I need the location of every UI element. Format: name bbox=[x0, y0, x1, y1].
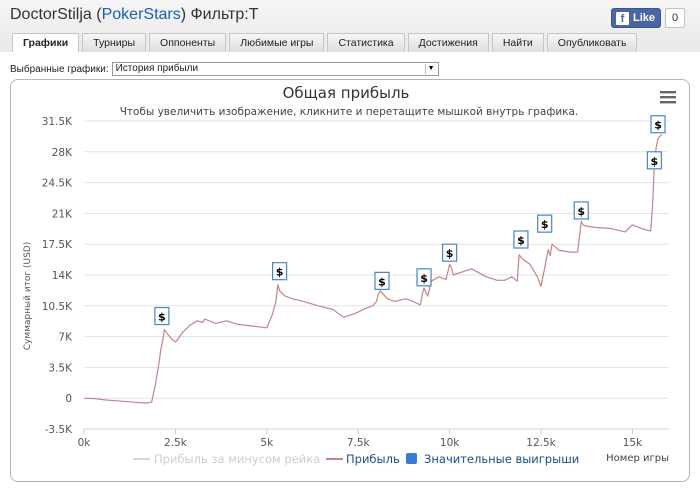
chart-title: Общая прибыль bbox=[283, 84, 410, 102]
x-tick-label: 5k bbox=[260, 437, 274, 449]
y-tick-label: 0 bbox=[65, 393, 72, 405]
tab-tournaments[interactable]: Турниры bbox=[82, 33, 147, 52]
legend-profit[interactable]: Прибыль bbox=[346, 452, 400, 466]
tab-find[interactable]: Найти bbox=[491, 33, 544, 52]
site-link[interactable]: PokerStars bbox=[101, 6, 181, 23]
big-win-flag[interactable]: $ bbox=[154, 306, 170, 326]
like-count: 0 bbox=[665, 8, 686, 28]
y-tick-label: 3.5K bbox=[48, 362, 73, 374]
svg-text:$: $ bbox=[577, 205, 585, 218]
y-tick-label: 14K bbox=[52, 270, 73, 282]
svg-text:$: $ bbox=[420, 272, 428, 285]
y-tick-label: 28K bbox=[52, 147, 73, 159]
tab-favorite-games[interactable]: Любимые игры bbox=[229, 33, 325, 52]
profit-series-line[interactable] bbox=[83, 133, 663, 404]
legend-wins-swatch bbox=[406, 453, 417, 464]
legend-wins[interactable]: Значительные выигрыши bbox=[424, 452, 579, 466]
svg-text:$: $ bbox=[517, 234, 525, 247]
chart-legend: Прибыль за минусом рейка Прибыль Значите… bbox=[133, 452, 579, 466]
y-tick-label: 17.5K bbox=[42, 239, 73, 251]
facebook-icon: f bbox=[616, 11, 629, 25]
chart-select-value: История прибыли bbox=[115, 63, 199, 74]
chevron-down-icon[interactable]: ▼ bbox=[424, 64, 437, 74]
x-tick-label: 15k bbox=[623, 437, 643, 449]
facebook-like: f Like 0 bbox=[611, 8, 686, 28]
chart-select[interactable]: История прибыли ▼ bbox=[111, 62, 439, 76]
y-tick-label: 21K bbox=[52, 208, 73, 220]
top-bar: DoctorStilja (PokerStars) Фильтр:Т f Lik… bbox=[0, 0, 700, 52]
svg-text:$: $ bbox=[276, 266, 284, 279]
player-name: DoctorStilja bbox=[10, 6, 92, 23]
svg-text:$: $ bbox=[654, 119, 662, 132]
y-tick-label: 7K bbox=[58, 332, 73, 344]
y-tick-label: -3.5K bbox=[45, 424, 73, 436]
tab-charts[interactable]: Графики bbox=[12, 33, 80, 52]
svg-text:$: $ bbox=[158, 311, 166, 324]
filter-label: Фильтр:Т bbox=[190, 6, 259, 23]
svg-text:$: $ bbox=[446, 247, 454, 260]
big-win-flag[interactable]: $ bbox=[272, 262, 288, 281]
y-tick-label: 31.5K bbox=[42, 116, 73, 128]
x-tick-label: 7.5k bbox=[347, 437, 371, 449]
big-win-flag[interactable]: $ bbox=[646, 151, 662, 170]
facebook-like-button[interactable]: f Like bbox=[611, 8, 662, 28]
big-win-flag[interactable]: $ bbox=[442, 243, 458, 262]
like-label: Like bbox=[633, 12, 656, 24]
y-tick-label: 24.5K bbox=[42, 178, 73, 190]
svg-text:$: $ bbox=[541, 218, 549, 231]
tab-statistics[interactable]: Статистика bbox=[327, 33, 405, 52]
x-tick-label: 12.5k bbox=[526, 437, 556, 449]
tab-opponents[interactable]: Оппоненты bbox=[149, 33, 227, 52]
svg-text:$: $ bbox=[651, 155, 659, 168]
tab-bar: Графики Турниры Оппоненты Любимые игры С… bbox=[12, 33, 640, 52]
big-win-flag[interactable]: $ bbox=[650, 115, 666, 134]
big-win-flag[interactable]: $ bbox=[374, 271, 390, 290]
page-title: DoctorStilja (PokerStars) Фильтр:Т bbox=[10, 6, 259, 23]
big-win-flag[interactable]: $ bbox=[537, 214, 553, 233]
y-axis-label: Суммарный итог (USD) bbox=[23, 242, 33, 351]
big-win-flag[interactable]: $ bbox=[416, 268, 432, 287]
y-tick-label: 10.5K bbox=[42, 301, 73, 313]
big-win-flag[interactable]: $ bbox=[573, 201, 589, 220]
x-tick-label: 2.5k bbox=[164, 437, 188, 449]
tab-publish[interactable]: Опубликовать bbox=[546, 33, 638, 52]
profit-chart[interactable]: Общая прибыль Чтобы увеличить изображени… bbox=[11, 80, 691, 483]
tab-achievements[interactable]: Достижения bbox=[407, 33, 489, 52]
chart-subtitle: Чтобы увеличить изображение, кликните и … bbox=[120, 106, 579, 118]
big-win-flag[interactable]: $ bbox=[513, 230, 529, 249]
legend-rake[interactable]: Прибыль за минусом рейка bbox=[154, 452, 320, 466]
chart-panel: Общая прибыль Чтобы увеличить изображени… bbox=[10, 79, 690, 482]
hamburger-menu-icon[interactable] bbox=[659, 90, 677, 104]
svg-text:$: $ bbox=[378, 275, 386, 288]
x-tick-label: 10k bbox=[440, 437, 460, 449]
x-tick-label: 0k bbox=[78, 437, 92, 449]
chart-selector: Выбранные графики: История прибыли ▼ bbox=[10, 62, 439, 76]
x-axis-label: Номер игры bbox=[606, 453, 669, 464]
chart-selector-label: Выбранные графики: bbox=[10, 63, 109, 75]
